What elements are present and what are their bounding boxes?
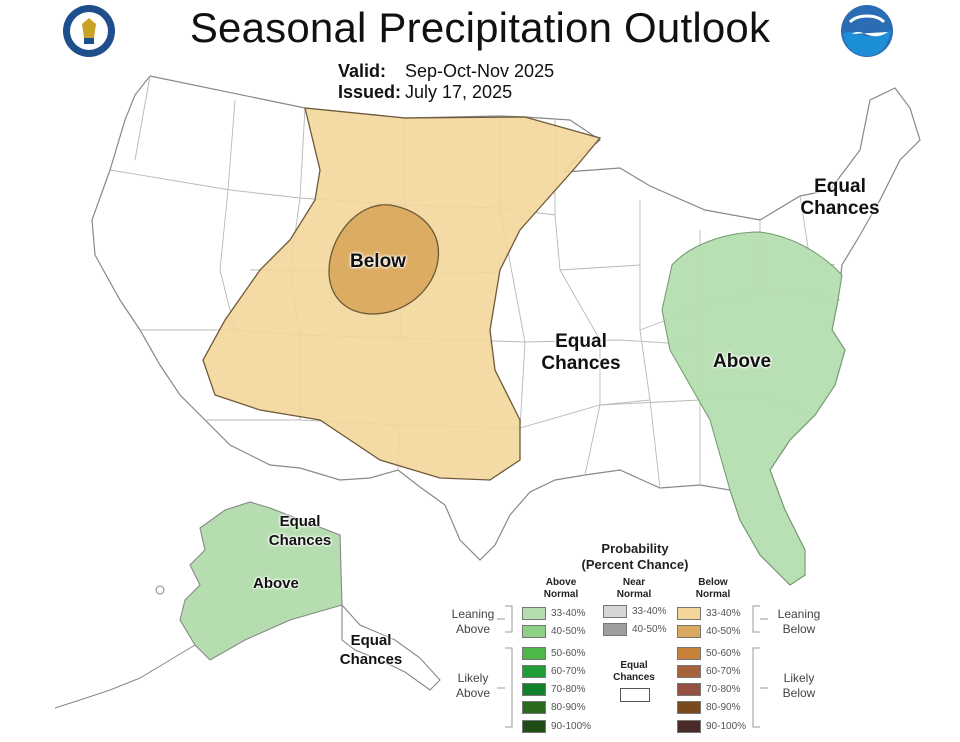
legend-range-label: 40-50% bbox=[706, 625, 741, 637]
legend-row-below-1: 40-50% bbox=[677, 624, 740, 638]
legend-equal-chances-label: Equal Chances bbox=[613, 660, 655, 683]
legend-row-near-1: 40-50% bbox=[603, 622, 666, 636]
valid-period: Valid: Sep-Oct-Nov 2025 bbox=[338, 61, 554, 82]
legend-swatch bbox=[522, 719, 546, 733]
legend-swatch bbox=[677, 664, 701, 678]
legend-swatch bbox=[603, 622, 627, 636]
central-equal-chances-label: Equal Chances bbox=[541, 331, 621, 374]
legend-row-near-0: 33-40% bbox=[603, 604, 666, 618]
below-region-40-50 bbox=[328, 204, 440, 315]
legend-row-above-1: 40-50% bbox=[522, 624, 585, 638]
legend-title: Probability (Percent Chance) bbox=[581, 541, 689, 572]
alaska-north-equal-chances-label: Equal Chances bbox=[268, 513, 332, 549]
legend-swatch bbox=[677, 700, 701, 714]
legend-row-below-0: 33-40% bbox=[677, 606, 740, 620]
legend-range-label: 60-70% bbox=[706, 665, 741, 677]
legend-swatch bbox=[522, 682, 546, 696]
legend-swatch bbox=[522, 624, 546, 638]
legend-range-label: 90-100% bbox=[706, 720, 747, 732]
legend-range-label: 70-80% bbox=[706, 683, 741, 695]
above-region-east bbox=[661, 231, 846, 586]
leaning-above-label: Leaning Above bbox=[451, 607, 495, 636]
legend-row-below-5: 80-90% bbox=[677, 700, 740, 714]
alaska-outline bbox=[179, 501, 343, 661]
likely-below-label: Likely Below bbox=[782, 671, 816, 700]
alaska-south-equal-chances-label: Equal Chances bbox=[339, 632, 403, 668]
valid-value: Sep-Oct-Nov 2025 bbox=[405, 61, 555, 81]
aleutian-islands bbox=[54, 644, 196, 709]
northeast-equal-chances-label: Equal Chances bbox=[800, 176, 880, 219]
leaning-below-label: Leaning Below bbox=[777, 607, 821, 636]
legend-row-above-5: 80-90% bbox=[522, 700, 585, 714]
alaska-panhandle bbox=[341, 603, 441, 691]
issued-date: Issued: July 17, 2025 bbox=[338, 82, 512, 103]
legend-row-above-6: 90-100% bbox=[522, 719, 591, 733]
legend-row-above-4: 70-80% bbox=[522, 682, 585, 696]
legend-row-below-4: 70-80% bbox=[677, 682, 740, 696]
legend-row-below-3: 60-70% bbox=[677, 664, 740, 678]
issued-value: July 17, 2025 bbox=[405, 82, 513, 102]
legend-swatch bbox=[677, 719, 701, 733]
legend-row-above-3: 60-70% bbox=[522, 664, 585, 678]
legend-range-label: 60-70% bbox=[551, 665, 586, 677]
legend-row-below-2: 50-60% bbox=[677, 646, 740, 660]
legend-range-label: 80-90% bbox=[706, 701, 741, 713]
legend-row-below-6: 90-100% bbox=[677, 719, 746, 733]
legend-swatch bbox=[677, 606, 701, 620]
department-of-commerce-seal-icon bbox=[63, 5, 115, 57]
legend-swatch bbox=[522, 646, 546, 660]
legend-range-label: 33-40% bbox=[551, 607, 586, 619]
valid-label: Valid: bbox=[338, 61, 387, 81]
legend-col-below: Below Normal bbox=[695, 577, 731, 600]
legend-row-above-2: 50-60% bbox=[522, 646, 585, 660]
legend-swatch bbox=[522, 606, 546, 620]
legend-equal-chances-swatch bbox=[620, 688, 650, 702]
legend-range-label: 40-50% bbox=[632, 623, 667, 635]
page-title: Seasonal Precipitation Outlook bbox=[189, 4, 771, 51]
alaska-island bbox=[155, 585, 165, 595]
issued-label: Issued: bbox=[338, 82, 402, 102]
legend-swatch bbox=[522, 700, 546, 714]
legend-swatch bbox=[677, 682, 701, 696]
legend-range-label: 50-60% bbox=[706, 647, 741, 659]
alaska-above-label: Above bbox=[253, 575, 299, 592]
legend-swatch bbox=[677, 624, 701, 638]
legend-range-label: 33-40% bbox=[632, 605, 667, 617]
legend-swatch bbox=[603, 604, 627, 618]
legend-range-label: 33-40% bbox=[706, 607, 741, 619]
legend-col-near: Near Normal bbox=[616, 577, 652, 600]
legend-row-above-0: 33-40% bbox=[522, 606, 585, 620]
legend-swatch bbox=[522, 664, 546, 678]
likely-above-label: Likely Above bbox=[455, 671, 491, 700]
legend-col-above: Above Normal bbox=[543, 577, 579, 600]
legend-range-label: 70-80% bbox=[551, 683, 586, 695]
legend-range-label: 50-60% bbox=[551, 647, 586, 659]
east-above-label: Above bbox=[713, 351, 772, 372]
legend-swatch bbox=[677, 646, 701, 660]
legend-range-label: 80-90% bbox=[551, 701, 586, 713]
legend-range-label: 90-100% bbox=[551, 720, 592, 732]
below-label: Below bbox=[350, 251, 406, 272]
legend-range-label: 40-50% bbox=[551, 625, 586, 637]
noaa-logo-icon bbox=[841, 5, 893, 57]
